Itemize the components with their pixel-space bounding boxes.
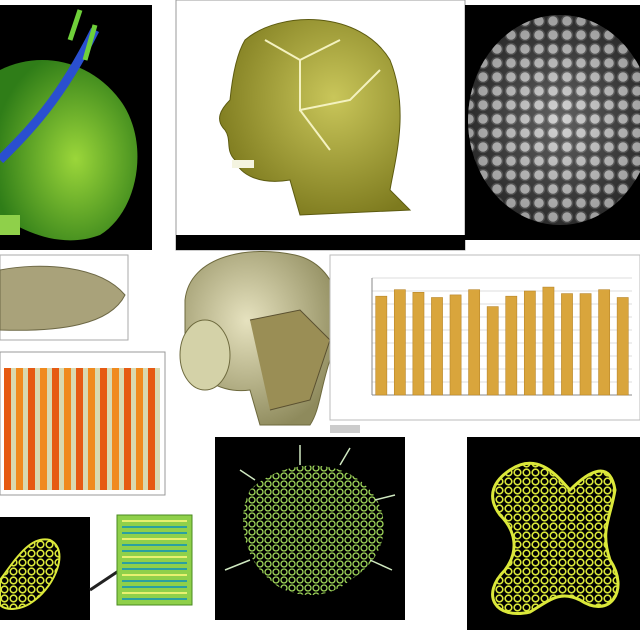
bar bbox=[393, 289, 406, 396]
bar bbox=[486, 306, 499, 396]
card-stripe bbox=[122, 562, 187, 564]
bar bbox=[561, 293, 573, 396]
stripe bbox=[88, 368, 95, 490]
card-panel bbox=[116, 514, 193, 606]
stripe bbox=[76, 368, 83, 490]
stripe bbox=[124, 368, 131, 490]
stripe-gap bbox=[71, 368, 76, 490]
stripe bbox=[52, 368, 59, 490]
bar bbox=[505, 295, 518, 396]
stripe-gap bbox=[131, 368, 136, 490]
stripe bbox=[64, 368, 71, 490]
card-stripe bbox=[122, 526, 187, 528]
larva-shape bbox=[0, 265, 126, 331]
cell-shade bbox=[468, 15, 640, 225]
bar bbox=[449, 294, 462, 396]
card-stripe bbox=[122, 550, 187, 552]
stripe bbox=[100, 368, 107, 490]
stripe bbox=[148, 368, 155, 490]
card-stripe bbox=[122, 574, 187, 576]
stripe-gap bbox=[155, 368, 160, 490]
skull-ear bbox=[179, 319, 231, 391]
bar bbox=[523, 290, 536, 396]
card-stripe bbox=[122, 538, 187, 540]
head-shape bbox=[219, 19, 412, 216]
card-stripe bbox=[122, 544, 187, 546]
stripe bbox=[16, 368, 23, 490]
blob-shape bbox=[0, 538, 61, 610]
head-lines bbox=[264, 39, 381, 151]
chart-tab bbox=[330, 425, 360, 433]
organ-shape bbox=[0, 60, 138, 241]
head-panel-footer bbox=[176, 235, 465, 250]
bar bbox=[468, 289, 481, 396]
star-shape bbox=[491, 461, 620, 615]
card-stripe bbox=[122, 556, 187, 558]
bar bbox=[598, 289, 611, 396]
bar bbox=[412, 291, 425, 396]
stripe-gap bbox=[119, 368, 124, 490]
stripe-gap bbox=[23, 368, 28, 490]
stripe bbox=[28, 368, 35, 490]
network-shape bbox=[242, 465, 384, 595]
card-stripe bbox=[122, 586, 187, 588]
stripe bbox=[40, 368, 47, 490]
bar bbox=[375, 295, 388, 396]
head-teeth bbox=[232, 160, 254, 168]
card-stripe bbox=[122, 580, 187, 582]
card-cable bbox=[89, 568, 121, 592]
stripe-gap bbox=[95, 368, 100, 490]
stripe bbox=[136, 368, 143, 490]
card-stripe bbox=[122, 532, 187, 534]
card-stripes bbox=[122, 520, 187, 600]
stripe bbox=[112, 368, 119, 490]
organ-fragment bbox=[0, 215, 20, 235]
stripe-gap bbox=[11, 368, 16, 490]
bar bbox=[431, 297, 443, 396]
organ-branch bbox=[67, 9, 98, 61]
card-stripe bbox=[122, 598, 187, 600]
stripe-gap bbox=[47, 368, 52, 490]
bar bbox=[616, 297, 629, 396]
network-spikes bbox=[224, 445, 396, 571]
stripes bbox=[4, 368, 160, 490]
card-stripe bbox=[122, 520, 187, 522]
bar bbox=[542, 286, 555, 396]
card-stripe bbox=[122, 568, 187, 570]
bar bbox=[579, 293, 592, 396]
bar-chart bbox=[371, 277, 632, 396]
stripe-gap bbox=[59, 368, 64, 490]
stripe-gap bbox=[107, 368, 112, 490]
stripe-gap bbox=[143, 368, 148, 490]
stripe-gap bbox=[35, 368, 40, 490]
stripe bbox=[4, 368, 11, 490]
organ-vessel bbox=[0, 27, 100, 164]
stripe-gap bbox=[83, 368, 88, 490]
card-stripe bbox=[122, 592, 187, 594]
